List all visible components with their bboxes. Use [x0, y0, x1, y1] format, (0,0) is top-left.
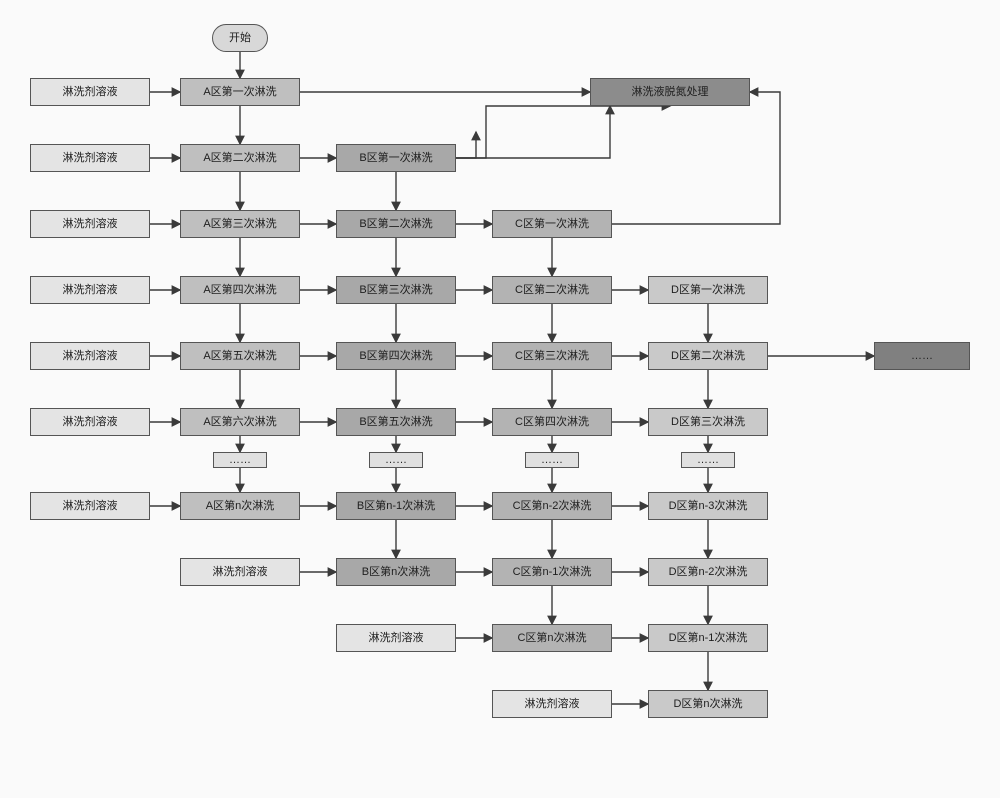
solution-b: 淋洗剂溶液	[180, 558, 300, 586]
zone-a-6: A区第n次淋洗	[180, 492, 300, 520]
zone-b-6: B区第n次淋洗	[336, 558, 456, 586]
solution-d: 淋洗剂溶液	[492, 690, 612, 718]
zone-d-6: D区第n次淋洗	[648, 690, 768, 718]
start-node: 开始	[212, 24, 268, 52]
zone-d-5: D区第n-1次淋洗	[648, 624, 768, 652]
zone-a-4: A区第五次淋洗	[180, 342, 300, 370]
zone-c-1: C区第二次淋洗	[492, 276, 612, 304]
solution-6: 淋洗剂溶液	[30, 492, 150, 520]
zone-c-2: C区第三次淋洗	[492, 342, 612, 370]
solution-3: 淋洗剂溶液	[30, 276, 150, 304]
ellipsis-b: ……	[369, 452, 423, 468]
zone-b-5: B区第n-1次淋洗	[336, 492, 456, 520]
zone-a-5: A区第六次淋洗	[180, 408, 300, 436]
zone-b-0: B区第一次淋洗	[336, 144, 456, 172]
solution-c: 淋洗剂溶液	[336, 624, 456, 652]
zone-b-3: B区第四次淋洗	[336, 342, 456, 370]
zone-c-4: C区第n-2次淋洗	[492, 492, 612, 520]
zone-b-4: B区第五次淋洗	[336, 408, 456, 436]
zone-d-3: D区第n-3次淋洗	[648, 492, 768, 520]
zone-c-0: C区第一次淋洗	[492, 210, 612, 238]
zone-d-2: D区第三次淋洗	[648, 408, 768, 436]
solution-4: 淋洗剂溶液	[30, 342, 150, 370]
zone-c-5: C区第n-1次淋洗	[492, 558, 612, 586]
zone-b-1: B区第二次淋洗	[336, 210, 456, 238]
zone-a-3: A区第四次淋洗	[180, 276, 300, 304]
ellipsis-a: ……	[213, 452, 267, 468]
zone-d-1: D区第二次淋洗	[648, 342, 768, 370]
zone-a-0: A区第一次淋洗	[180, 78, 300, 106]
zone-b-2: B区第三次淋洗	[336, 276, 456, 304]
zone-c-3: C区第四次淋洗	[492, 408, 612, 436]
ellipsis-c: ……	[525, 452, 579, 468]
solution-2: 淋洗剂溶液	[30, 210, 150, 238]
zone-d-0: D区第一次淋洗	[648, 276, 768, 304]
zone-c-6: C区第n次淋洗	[492, 624, 612, 652]
ellipsis-d: ……	[681, 452, 735, 468]
zone-a-1: A区第二次淋洗	[180, 144, 300, 172]
zone-d-4: D区第n-2次淋洗	[648, 558, 768, 586]
solution-1: 淋洗剂溶液	[30, 144, 150, 172]
sink-node: 淋洗液脱氮处理	[590, 78, 750, 106]
flowchart-canvas: 开始淋洗液脱氮处理淋洗剂溶液淋洗剂溶液淋洗剂溶液淋洗剂溶液淋洗剂溶液淋洗剂溶液淋…	[0, 0, 1000, 798]
solution-5: 淋洗剂溶液	[30, 408, 150, 436]
zone-a-2: A区第三次淋洗	[180, 210, 300, 238]
extra-node: ……	[874, 342, 970, 370]
solution-0: 淋洗剂溶液	[30, 78, 150, 106]
